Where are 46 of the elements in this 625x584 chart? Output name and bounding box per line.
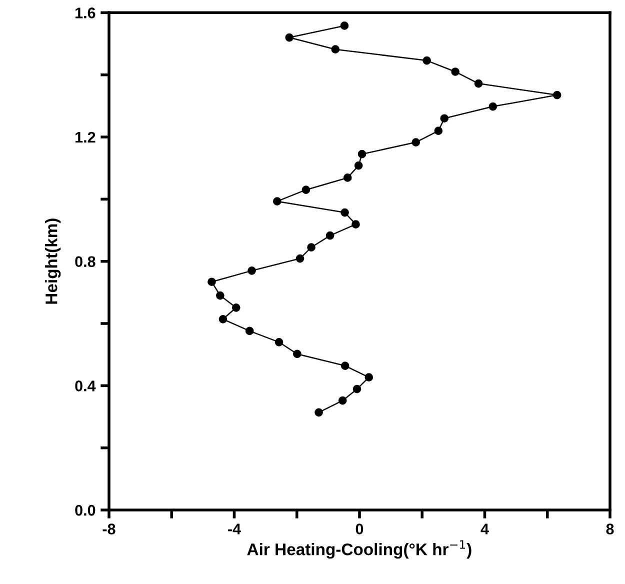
point (340, 22, 349, 30)
point (285, 33, 294, 42)
point (218, 314, 228, 324)
point (364, 373, 374, 382)
point (326, 231, 334, 240)
point (208, 278, 216, 286)
point (474, 79, 483, 88)
point (422, 56, 431, 65)
point (331, 45, 340, 54)
y-tick-label: 1.6 (76, 8, 96, 18)
point (352, 220, 360, 229)
x-tick-label: 4 (480, 524, 489, 534)
point (340, 208, 349, 217)
point (274, 338, 284, 346)
point (245, 326, 254, 336)
y-tick-label: 0.4 (75, 380, 96, 392)
x-tick-label: 8 (606, 524, 614, 534)
point (352, 384, 362, 394)
x-tick-label: -8 (102, 524, 116, 534)
point (488, 102, 498, 111)
point (358, 150, 366, 158)
point (307, 243, 316, 252)
x-axis-title: Air Heating-Cooling(°K hr$^{−1}$) (247, 540, 472, 559)
point (293, 350, 302, 358)
point (302, 186, 310, 194)
point (343, 174, 352, 182)
point (248, 266, 256, 275)
point (552, 90, 562, 100)
x-tick-label: 0 (356, 524, 364, 534)
point (440, 114, 449, 123)
point (434, 126, 443, 135)
point (216, 291, 224, 300)
x-tick-label: -4 (228, 524, 241, 534)
y-tick-label: 0.0 (75, 504, 96, 516)
y-tick-label: 1.2 (76, 132, 96, 143)
point (412, 138, 420, 146)
y-tick-label: 0.8 (75, 256, 96, 268)
point (354, 161, 363, 170)
point (232, 303, 240, 312)
point (338, 396, 347, 405)
point (272, 197, 282, 206)
point (314, 408, 323, 417)
point (451, 68, 460, 76)
y-axis-title: Height(km) (45, 218, 61, 304)
point (340, 362, 350, 370)
point (296, 254, 304, 263)
